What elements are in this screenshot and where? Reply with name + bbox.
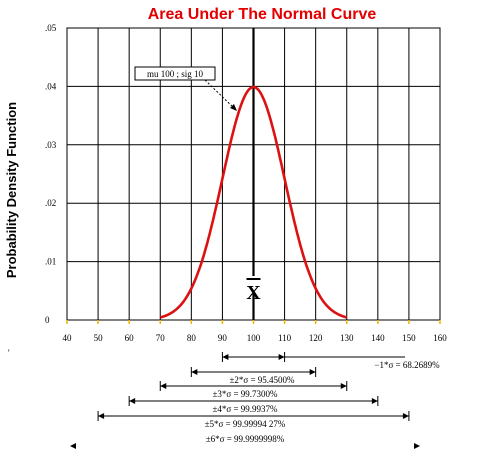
x-tick-label: 140 bbox=[371, 333, 385, 343]
range-arrowhead bbox=[70, 443, 76, 449]
range-arrowhead bbox=[340, 383, 347, 389]
sigma-ranges: −1*σ = 68.2689% ±2*σ = 95.4500% ±3*σ = 99.… bbox=[70, 352, 440, 449]
mean-symbol: X bbox=[246, 282, 261, 304]
range-label: ±4*σ = 99.9937% bbox=[212, 404, 278, 414]
x-tick-label: 80 bbox=[187, 333, 197, 343]
chart-title: Area Under The Normal Curve bbox=[148, 6, 377, 23]
y-tick-label: .03 bbox=[45, 140, 57, 150]
x-tick-label: 100 bbox=[247, 333, 261, 343]
curve-label: mu 100 ; sig 10 bbox=[147, 69, 204, 79]
range-arrowhead bbox=[402, 413, 409, 419]
curve-label-box bbox=[134, 66, 216, 81]
y-tick-label: .01 bbox=[45, 257, 56, 267]
range-label: ±3*σ = 99.7300% bbox=[212, 389, 278, 399]
range-label: ±6*σ = 99.9999998% bbox=[206, 434, 285, 444]
curve-label-arrowhead bbox=[230, 104, 237, 111]
range-label: −1*σ = 68.2689% bbox=[374, 360, 440, 370]
range-arrowhead bbox=[309, 369, 316, 375]
range-arrowhead bbox=[98, 413, 105, 419]
x-tick-label: 40 bbox=[63, 333, 73, 343]
normal-curve-line bbox=[159, 85, 348, 319]
range-label: ±2*σ = 95.4500% bbox=[229, 375, 295, 385]
y-tick-label: .05 bbox=[45, 23, 57, 33]
x-tick-label: 160 bbox=[433, 333, 447, 343]
y-tick-label: .04 bbox=[45, 81, 57, 91]
range-arrowhead bbox=[160, 383, 167, 389]
range-arrowhead bbox=[414, 443, 420, 449]
x-tick-label: 90 bbox=[218, 333, 228, 343]
x-tick-label: 110 bbox=[278, 333, 292, 343]
range-label: ±5*σ = 99.99994 27% bbox=[205, 419, 286, 429]
curve-label-pointer bbox=[204, 79, 237, 111]
range-arrowhead bbox=[371, 398, 378, 404]
x-tick-label: 150 bbox=[402, 333, 416, 343]
mean-symbol-backdrop bbox=[240, 276, 267, 294]
x-tick-label: 50 bbox=[94, 333, 104, 343]
x-tick-label: 130 bbox=[340, 333, 354, 343]
y-axis-label: Probability Density Function bbox=[4, 102, 19, 278]
y-tick-label: .02 bbox=[45, 198, 56, 208]
x-tick-label: 60 bbox=[125, 333, 135, 343]
x-tick-label: 70 bbox=[156, 333, 166, 343]
range-arrowhead bbox=[191, 369, 198, 375]
left-mark: ' bbox=[8, 348, 10, 358]
range-arrowhead bbox=[129, 398, 136, 404]
plot-area: 0 .01 .02 .03 .04 .05 40 50 60 70 80 90 100 110 120 130… bbox=[45, 23, 447, 343]
y-tick-label: 0 bbox=[45, 315, 50, 325]
range-arrowhead bbox=[222, 354, 229, 360]
x-tick-label: 120 bbox=[309, 333, 323, 343]
range-arrowhead bbox=[278, 354, 285, 360]
